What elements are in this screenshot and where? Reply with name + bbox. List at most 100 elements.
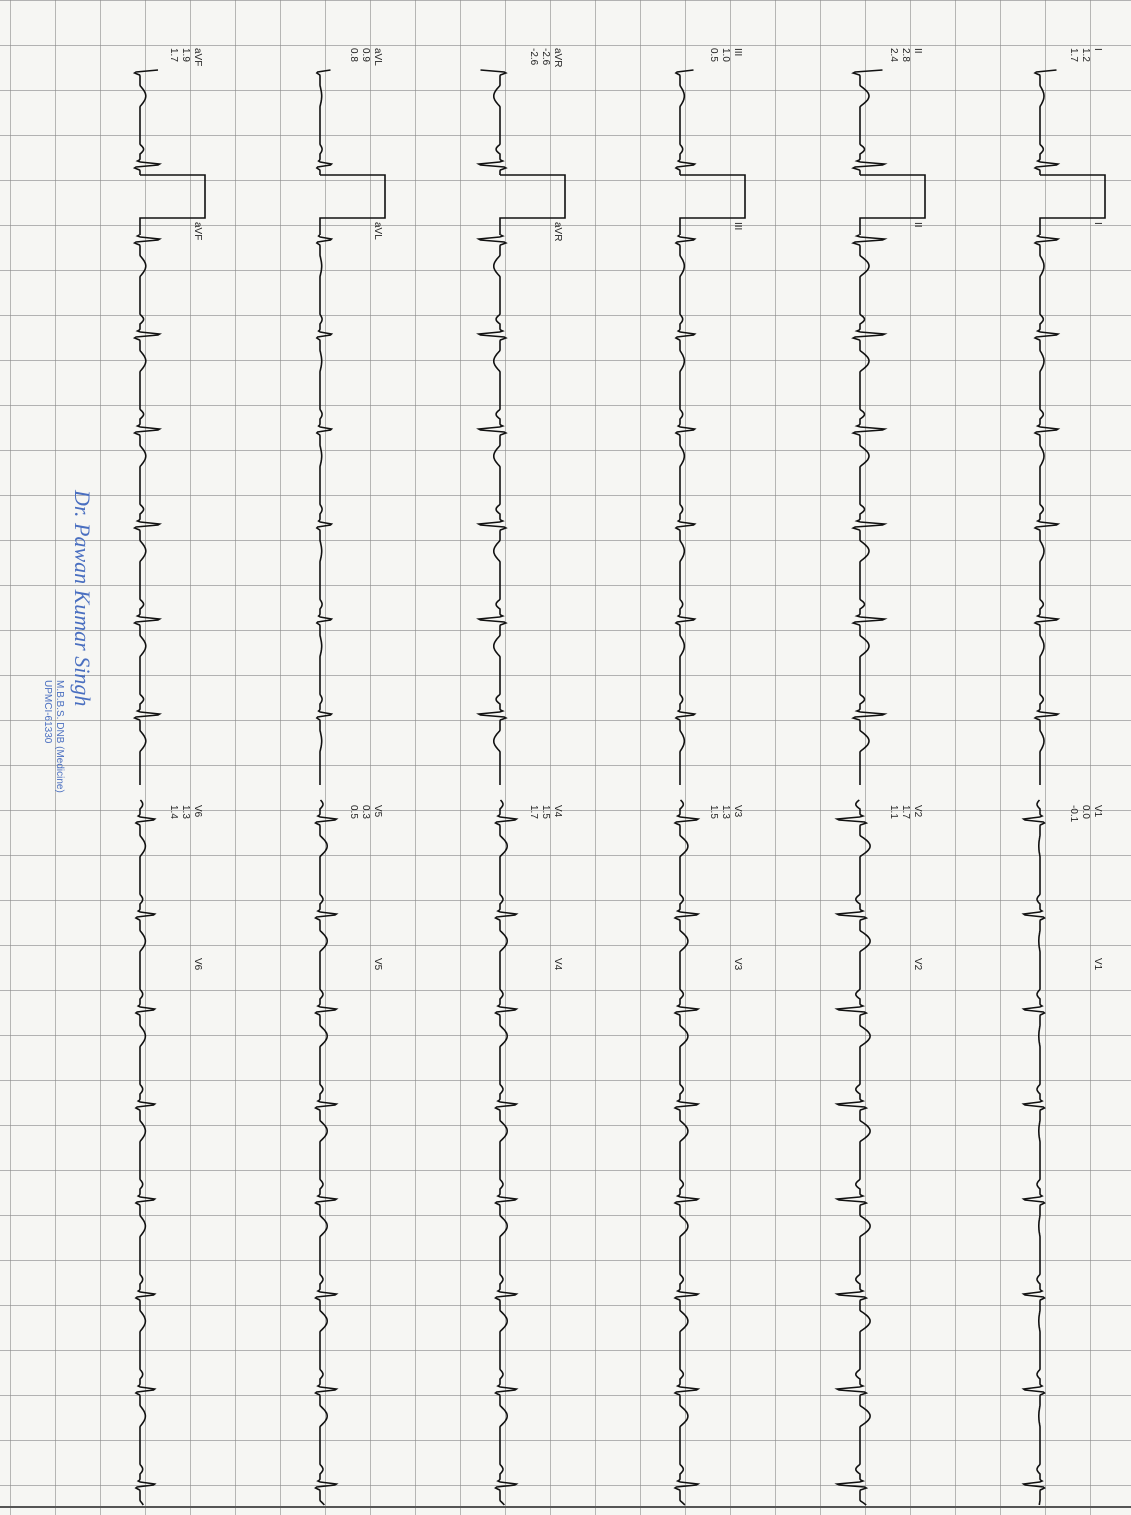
- calibration-pulse: [679, 174, 746, 235]
- lead-tag: aVL: [372, 222, 383, 240]
- lead-name: V6: [192, 805, 203, 818]
- lead-value: 1.7: [900, 805, 911, 819]
- lead-tag: V4: [552, 958, 563, 971]
- lead-name: aVR: [552, 222, 563, 241]
- ecg-trace: [1033, 69, 1061, 175]
- lead-label: V50.30.5: [348, 805, 383, 819]
- lead-name: III: [732, 48, 743, 56]
- lead-name: V3: [732, 805, 743, 818]
- lead-tag: V3: [732, 958, 743, 971]
- lead-value: 0.0: [1080, 805, 1091, 819]
- lead-value: 1.4: [168, 805, 179, 819]
- signature-registration: UPMCI-61330: [42, 680, 53, 744]
- lead-label: aVR-2.6-2.6: [528, 48, 563, 67]
- ecg-trace: [314, 799, 339, 1506]
- ecg-trace: [132, 69, 162, 175]
- lead-tag: V6: [192, 958, 203, 971]
- ecg-trace: [673, 799, 701, 1506]
- lead-tag: III: [732, 222, 743, 230]
- lead-name: I: [1092, 48, 1103, 51]
- ecg-trace: [1033, 234, 1061, 785]
- ecg-trace: [315, 69, 334, 175]
- calibration-pulse: [139, 174, 206, 235]
- lead-name: aVF: [192, 48, 203, 66]
- calibration-pulse: [859, 174, 926, 235]
- lead-label: V41.51.7: [528, 805, 563, 819]
- lead-name: V1: [1092, 958, 1103, 971]
- lead-label: I1.21.7: [1068, 48, 1103, 62]
- lead-tag: I: [1092, 222, 1103, 225]
- ecg-trace: [674, 69, 697, 175]
- ecg-trace: [494, 799, 519, 1506]
- lead-name: V4: [552, 805, 563, 818]
- lead-name: II: [912, 222, 923, 228]
- lead-value: 1.3: [720, 805, 731, 819]
- ecg-trace: [1021, 799, 1046, 1506]
- lead-value: 1.7: [528, 805, 539, 819]
- lead-name: V2: [912, 958, 923, 971]
- lead-value: 0.8: [348, 48, 359, 62]
- lead-name: V5: [372, 805, 383, 818]
- lead-value: 0.5: [708, 48, 719, 62]
- lead-value: 1.5: [540, 805, 551, 819]
- signature-name: Dr. Pawan Kumar Singh: [70, 489, 95, 706]
- lead-tag: II: [912, 222, 923, 228]
- lead-value: 0.9: [360, 48, 371, 62]
- lead-value: 1.9: [180, 48, 191, 62]
- lead-tag: V1: [1092, 958, 1103, 971]
- lead-label: V21.71.1: [888, 805, 923, 819]
- lead-label: V31.31.5: [708, 805, 743, 819]
- lead-value: 2.8: [900, 48, 911, 62]
- lead-value: 2.4: [888, 48, 899, 62]
- calibration-pulse: [319, 174, 386, 235]
- lead-tag: aVR: [552, 222, 563, 241]
- lead-value: 1.0: [720, 48, 731, 62]
- ecg-trace: [834, 799, 871, 1506]
- ecg-trace: [134, 799, 157, 1506]
- lead-label: II2.82.4: [888, 48, 923, 62]
- lead-name: aVL: [372, 48, 383, 66]
- lead-name: aVF: [192, 222, 203, 240]
- signature-qualification: M.B.B.S. DNB (Medicine): [54, 680, 65, 793]
- calibration-pulse: [499, 174, 566, 235]
- lead-name: V1: [1092, 805, 1103, 818]
- ecg-trace: [132, 234, 162, 785]
- calibration-pulse: [1039, 174, 1106, 235]
- lead-value: 1.5: [708, 805, 719, 819]
- lead-name: V2: [912, 805, 923, 818]
- lead-tag: aVF: [192, 222, 203, 240]
- lead-name: V6: [192, 958, 203, 971]
- lead-name: V4: [552, 958, 563, 971]
- signature: Dr. Pawan Kumar Singh M.B.B.S. DNB (Medi…: [42, 489, 95, 793]
- ecg-trace: [476, 234, 508, 785]
- lead-name: V5: [372, 958, 383, 971]
- lead-tag: V2: [912, 958, 923, 971]
- lead-name: II: [912, 48, 923, 54]
- lead-name: aVL: [372, 222, 383, 240]
- lead-name: III: [732, 222, 743, 230]
- lead-tag: V5: [372, 958, 383, 971]
- ecg-trace: [674, 234, 697, 785]
- lead-value: -2.6: [540, 48, 551, 66]
- lead-value: 0.3: [360, 805, 371, 819]
- ecg-trace: [315, 234, 334, 785]
- lead-name: I: [1092, 222, 1103, 225]
- lead-value: 1.2: [1080, 48, 1091, 62]
- ecg-trace: [476, 69, 508, 175]
- lead-label: V61.31.4: [168, 805, 203, 819]
- lead-value: -2.6: [528, 48, 539, 66]
- lead-value: 1.1: [888, 805, 899, 819]
- lead-value: 1.7: [168, 48, 179, 62]
- lead-value: 1.7: [1068, 48, 1079, 62]
- lead-name: aVR: [552, 48, 563, 67]
- lead-label: V10.0-0.1: [1068, 805, 1103, 823]
- lead-name: V3: [732, 958, 743, 971]
- lead-value: 0.5: [348, 805, 359, 819]
- lead-value: 1.3: [180, 805, 191, 819]
